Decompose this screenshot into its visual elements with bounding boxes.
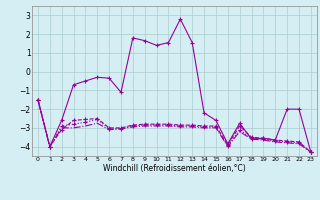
X-axis label: Windchill (Refroidissement éolien,°C): Windchill (Refroidissement éolien,°C) [103,164,246,173]
